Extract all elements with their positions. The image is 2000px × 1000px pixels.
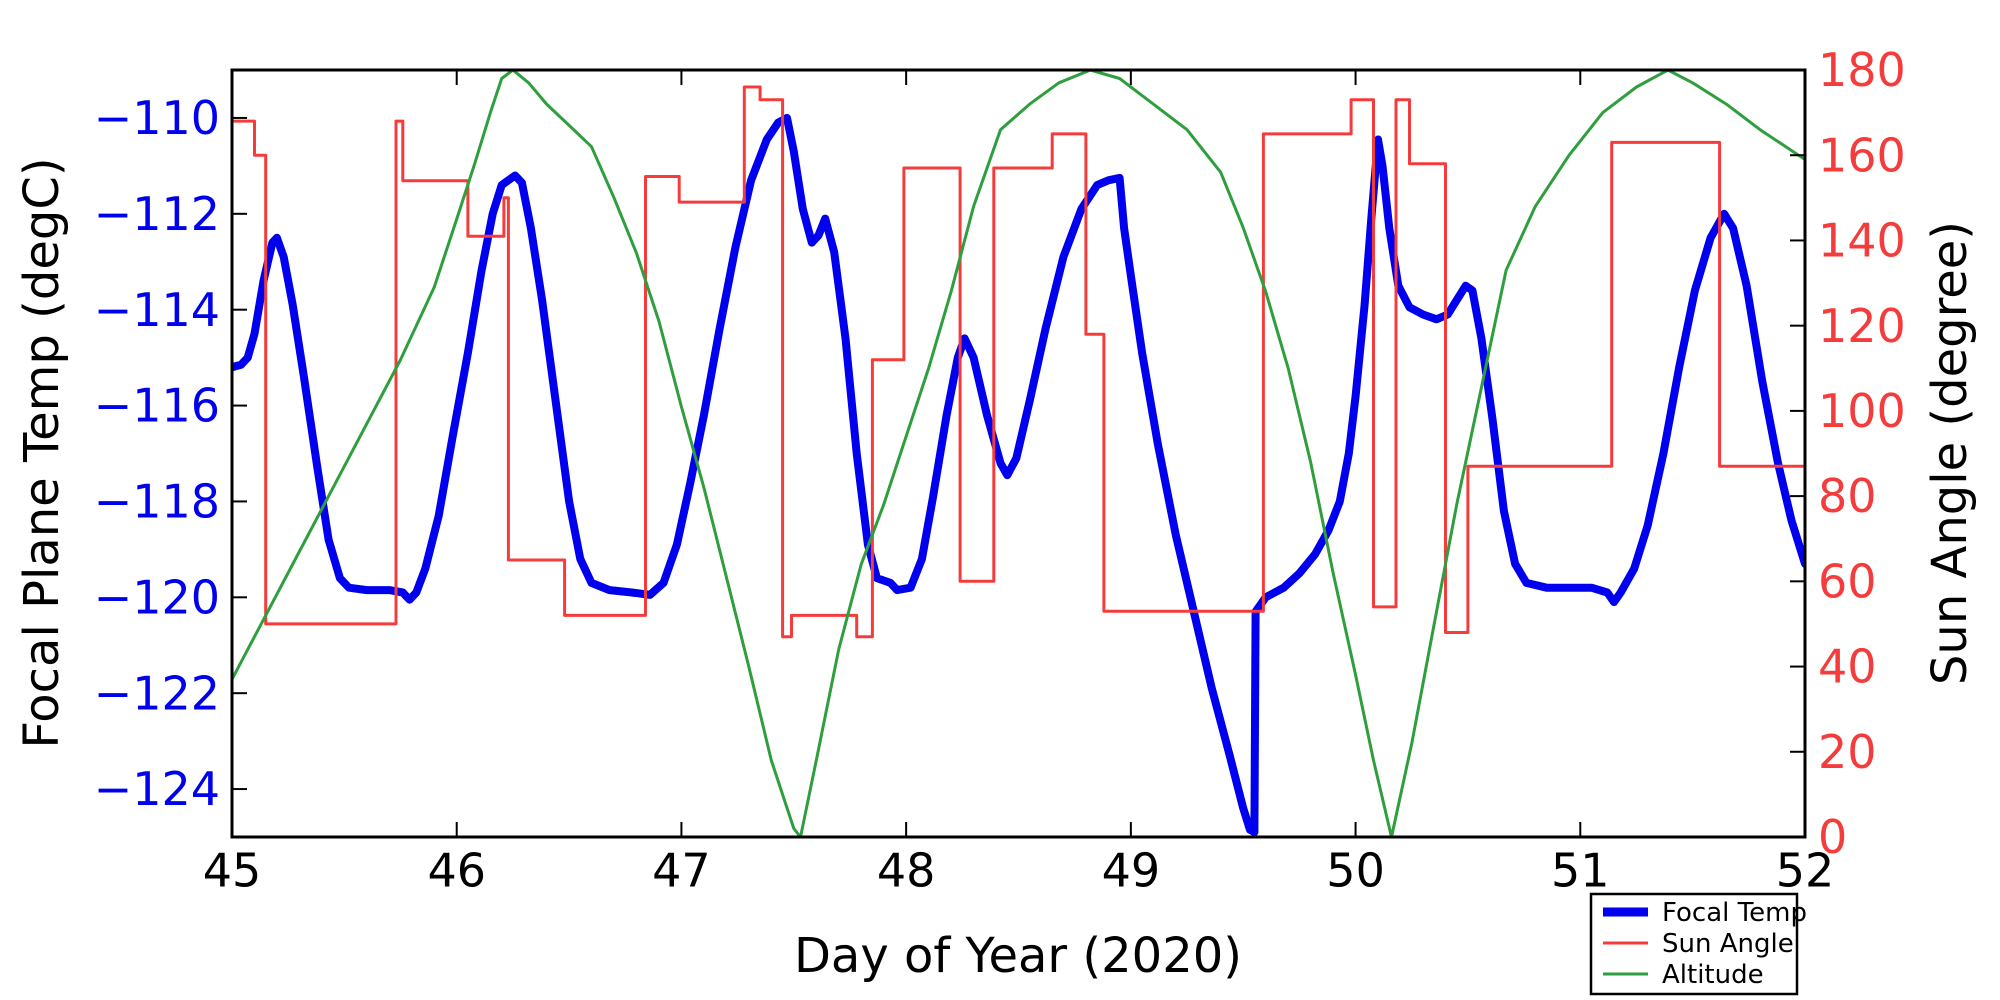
right-y-tick-label: 160 bbox=[1818, 128, 1906, 182]
x-tick-label: 45 bbox=[203, 843, 262, 897]
legend-label: Focal Temp bbox=[1662, 898, 1807, 928]
axis-tick-labels: 45 46 47 48 49 50 51 52 −110 −112 −114 −116 −118 −120… bbox=[94, 43, 1906, 897]
right-y-tick-label: 140 bbox=[1818, 214, 1906, 268]
x-tick-label: 51 bbox=[1551, 843, 1610, 897]
right-y-tick-label: 0 bbox=[1818, 810, 1847, 864]
x-tick-label: 49 bbox=[1102, 843, 1161, 897]
left-y-tick-label: −116 bbox=[94, 379, 220, 433]
legend-label: Sun Angle bbox=[1662, 929, 1794, 959]
left-y-tick-label: −120 bbox=[94, 570, 220, 624]
plot-series bbox=[232, 70, 1805, 837]
series-focal-temp bbox=[232, 113, 1805, 837]
x-tick-label: 48 bbox=[877, 843, 936, 897]
left-y-tick-label: −124 bbox=[94, 762, 220, 816]
right-y-tick-label: 80 bbox=[1818, 469, 1877, 523]
right-y-axis-label: Sun Angle (degree) bbox=[1922, 221, 1978, 685]
series-altitude bbox=[232, 70, 1805, 837]
x-axis-label: Day of Year (2020) bbox=[794, 928, 1242, 984]
left-y-tick-label: −110 bbox=[94, 91, 220, 145]
right-y-tick-label: 120 bbox=[1818, 299, 1906, 353]
right-y-tick-label: 20 bbox=[1818, 725, 1877, 779]
left-y-tick-label: −112 bbox=[94, 187, 220, 241]
right-y-tick-label: 40 bbox=[1818, 640, 1877, 694]
legend-label: Altitude bbox=[1662, 960, 1764, 990]
left-y-tick-label: −114 bbox=[94, 283, 220, 337]
series-sun-angle bbox=[232, 85, 1805, 639]
x-tick-label: 52 bbox=[1776, 843, 1835, 897]
left-y-axis-label: Focal Plane Temp (degC) bbox=[14, 157, 70, 748]
x-tick-label: 50 bbox=[1326, 843, 1385, 897]
left-y-tick-label: −122 bbox=[94, 666, 220, 720]
right-y-tick-label: 180 bbox=[1818, 43, 1906, 97]
x-tick-label: 46 bbox=[427, 843, 486, 897]
right-y-tick-label: 60 bbox=[1818, 554, 1877, 608]
x-tick-label: 47 bbox=[652, 843, 711, 897]
plot-frame bbox=[230, 68, 1807, 839]
left-y-tick-label: −118 bbox=[94, 475, 220, 529]
right-y-tick-label: 100 bbox=[1818, 384, 1906, 438]
